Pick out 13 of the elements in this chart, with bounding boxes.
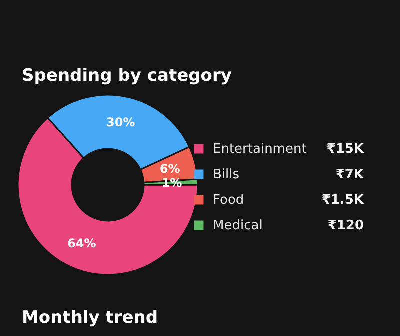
data-label: 64% <box>68 236 96 250</box>
text: ₹15K <box>326 142 364 157</box>
legend-label: Medical <box>213 218 263 234</box>
text: ₹7K <box>336 168 364 182</box>
text: Monthly trend <box>22 308 158 328</box>
text: ₹120 <box>328 218 364 234</box>
chart-title: Spending by category <box>22 66 232 86</box>
legend-label: Bills <box>213 168 240 182</box>
text: ₹1.5K <box>322 193 364 208</box>
data-label: 30% <box>106 115 136 130</box>
data-label: 6% <box>160 162 180 176</box>
legend-label: Entertainment <box>213 142 307 157</box>
legend-label: Food <box>213 193 244 208</box>
